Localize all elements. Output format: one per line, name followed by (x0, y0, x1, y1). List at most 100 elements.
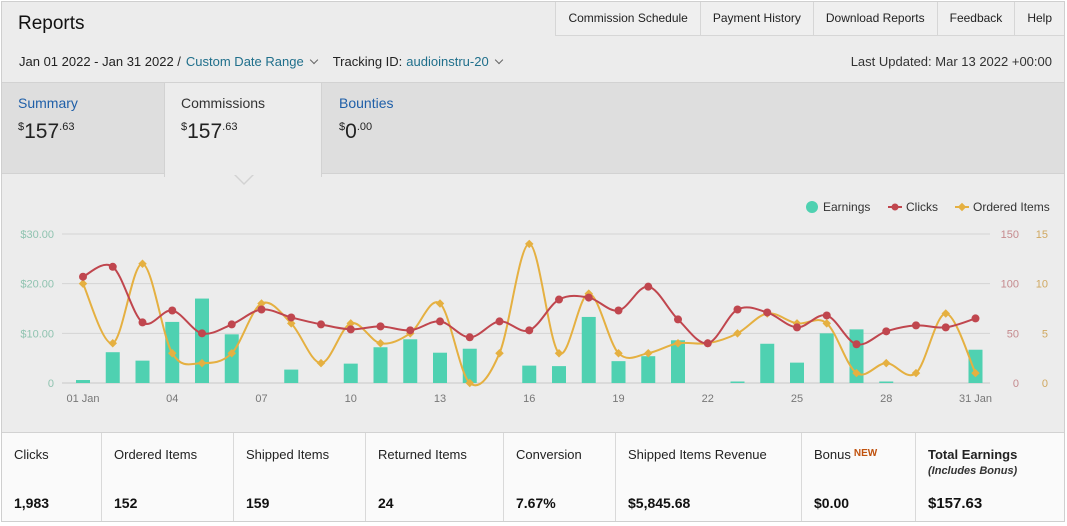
earnings-bar (343, 363, 358, 383)
last-updated-text: Last Updated: Mar 13 2022 +00:00 (850, 54, 1052, 69)
shipped-items-value: 159 (246, 495, 270, 511)
clicks-point (733, 305, 742, 314)
report-tabs: Summary $157.63 Commissions $157.63 Boun… (2, 82, 1064, 177)
tracking-id-dropdown[interactable]: audioinstru-20 (406, 54, 489, 69)
clicks-point (525, 326, 534, 335)
filter-bar: Jan 01 2022 - Jan 31 2022 / Custom Date … (19, 54, 503, 69)
shipped-revenue-label: Shipped Items Revenue (628, 447, 767, 462)
help-button[interactable]: Help (1027, 11, 1052, 25)
bonus-label: Bonus NEW (814, 447, 878, 462)
ordered-items-point (138, 259, 147, 269)
ordered-items-point (197, 358, 207, 368)
earnings-bar (403, 339, 418, 383)
y-left-tick-label: 0 (48, 378, 54, 390)
x-tick-label: 19 (612, 393, 624, 405)
ordered-items-point (376, 339, 385, 348)
clicks-point (793, 323, 801, 332)
clicks-point (584, 293, 593, 302)
clicks-point (971, 314, 980, 323)
earnings-bar (522, 365, 537, 383)
chart-svg: 0 0 0 $10.00 50 5 $20.00 100 10 $30.00 150 15 01 Jan… (20, 200, 1049, 405)
summary-bonus: Bonus NEW $0.00 (802, 433, 916, 521)
chevron-down-icon[interactable] (494, 55, 503, 65)
ordered-items-point (673, 339, 683, 348)
tab-commissions-amount: $157.63 (181, 120, 238, 143)
clicks-point (912, 321, 920, 330)
earnings-bar (671, 340, 685, 383)
earnings-bar (373, 347, 388, 383)
total-earnings-sublabel: (Includes Bonus) (928, 465, 1018, 477)
y-left-tick-label: $20.00 (20, 279, 54, 291)
clicks-point (198, 329, 206, 338)
x-tick-label: 16 (523, 393, 535, 405)
tab-bounties[interactable]: Bounties $0.00 (323, 83, 483, 174)
summary-total-earnings: Total Earnings (Includes Bonus) $157.63 (916, 433, 1064, 521)
earnings-bar (105, 352, 120, 383)
earnings-bar (641, 356, 656, 383)
y-left-tick-label: $10.00 (20, 328, 54, 340)
conversion-value: 7.67% (516, 495, 556, 511)
ordered-items-point (435, 299, 445, 308)
total-earnings-label: Total Earnings (928, 447, 1018, 462)
ordered-items-point (346, 319, 355, 328)
date-range-dropdown[interactable]: Custom Date Range (185, 54, 304, 69)
clicks-point (346, 325, 355, 334)
earnings-bar (819, 333, 834, 383)
x-tick-label: 04 (166, 393, 178, 405)
feedback-button[interactable]: Feedback (938, 2, 1016, 35)
ordered-items-point (257, 299, 266, 308)
tab-commissions[interactable]: Commissions $157.63 (164, 83, 322, 177)
y-right2-tick-label: 15 (1036, 229, 1048, 241)
tab-summary-label: Summary (18, 95, 78, 111)
ordered-items-point (168, 348, 177, 358)
x-tick-label: 13 (434, 393, 446, 405)
ordered-items-point (227, 348, 236, 358)
total-earnings-value: $157.63 (928, 495, 983, 512)
ordered-items-line (82, 242, 977, 387)
clicks-point (465, 333, 474, 342)
summary-conversion: Conversion 7.67% (504, 433, 616, 521)
top-nav: Commission Schedule Payment History Down… (555, 2, 1064, 36)
date-range-text: Jan 01 2022 - Jan 31 2022 / (19, 54, 181, 69)
summary-ordered-items: Ordered Items 152 (102, 433, 234, 521)
x-tick-label: 28 (880, 393, 892, 405)
chevron-down-icon[interactable] (309, 55, 318, 65)
clicks-point (257, 305, 266, 314)
x-tick-label: 31 Jan (959, 393, 992, 405)
conversion-label: Conversion (516, 447, 582, 462)
ordered-items-label: Ordered Items (114, 447, 198, 462)
clicks-point (376, 322, 385, 331)
earnings-bar (76, 380, 90, 383)
ordered-items-point (882, 358, 891, 368)
ordered-items-point (465, 378, 474, 388)
clicks-value: 1,983 (14, 495, 50, 511)
clicks-label: Clicks (14, 447, 49, 462)
returned-items-value: 24 (378, 495, 394, 511)
x-tick-label: 25 (791, 393, 803, 405)
clicks-point (495, 317, 504, 326)
clicks-point (436, 317, 444, 326)
summary-returned-items: Returned Items 24 (366, 433, 504, 521)
earnings-bar (195, 298, 209, 383)
y-left-tick-label: $30.00 (20, 229, 54, 241)
tab-summary[interactable]: Summary $157.63 (2, 83, 162, 174)
tracking-id-label: Tracking ID: (332, 54, 403, 69)
commission-schedule-button[interactable]: Commission Schedule (556, 2, 701, 35)
tab-commissions-label: Commissions (181, 95, 266, 111)
clicks-point (614, 306, 623, 315)
earnings-bar (462, 348, 477, 383)
ordered-items-point (316, 358, 326, 368)
earnings-bar (552, 366, 566, 383)
bonus-value: $0.00 (814, 495, 850, 511)
download-reports-button[interactable]: Download Reports (814, 2, 938, 35)
clicks-point (822, 311, 831, 320)
clicks-point (138, 318, 147, 327)
y-right-tick-label: 100 (1001, 279, 1019, 291)
x-tick-label: 10 (345, 393, 357, 405)
x-tick-label: 07 (255, 393, 267, 405)
clicks-point (882, 327, 891, 336)
tab-bounties-amount: $0.00 (339, 120, 373, 143)
payment-history-button[interactable]: Payment History (701, 2, 814, 35)
ordered-items-value: 152 (114, 495, 138, 511)
